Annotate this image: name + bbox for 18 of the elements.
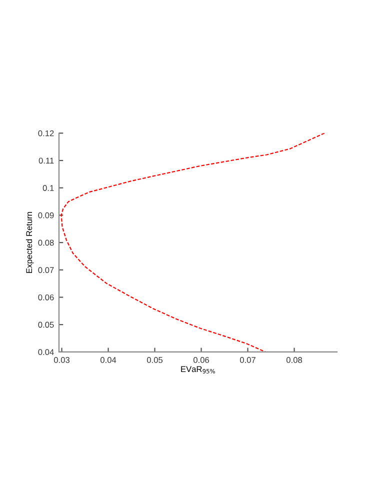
y-tick-label: 0.12: [38, 130, 54, 136]
y-tick-label: 0.05: [38, 322, 54, 328]
x-axis-title: EVaR$_{95%}$: [181, 366, 215, 374]
y-tick-label: 0.09: [38, 212, 54, 218]
x-tick-label: 0.03: [54, 357, 70, 363]
y-tick-label: 0.07: [38, 267, 54, 273]
line-series: [60, 133, 326, 352]
y-axis-title: Expected Return: [26, 212, 34, 273]
x-tick-label: 0.06: [193, 357, 210, 363]
y-tick-label: 0.11: [38, 158, 54, 164]
x-tick-label: 0.05: [146, 357, 163, 363]
y-tick-label: 0.06: [38, 294, 54, 300]
x-tick-label: 0.08: [286, 357, 302, 363]
x-tick-label: 0.07: [240, 357, 256, 363]
y-tick-label: 0.08: [38, 240, 54, 246]
y-tick-label: 0.04: [38, 349, 54, 356]
x-tick-label: 0.04: [100, 357, 116, 363]
y-tick-label: 0.1: [42, 185, 54, 191]
